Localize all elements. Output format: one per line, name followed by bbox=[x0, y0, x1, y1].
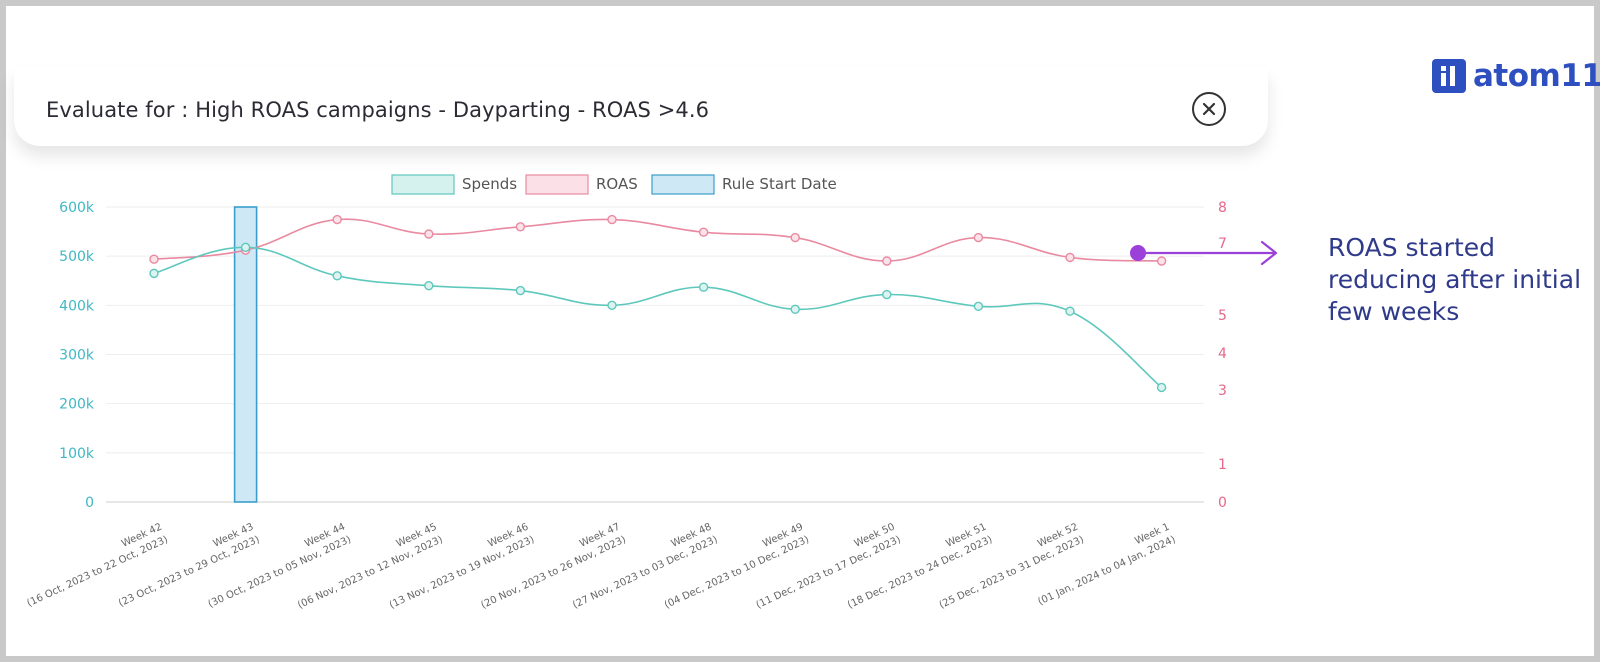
roas-point bbox=[149, 254, 159, 264]
left-axis-tick: 200k bbox=[59, 397, 95, 413]
x-tick-range: (04 Dec, 2023 to 10 Dec, 2023) bbox=[663, 534, 811, 611]
left-axis-tick: 600k bbox=[59, 200, 95, 216]
legend-label: ROAS bbox=[596, 175, 638, 193]
spends-point bbox=[332, 271, 342, 281]
roas-point bbox=[790, 232, 800, 243]
x-tick-range: (06 Nov, 2023 to 12 Nov, 2023) bbox=[296, 534, 445, 611]
roas-point bbox=[1065, 252, 1075, 263]
left-axis-tick: 100k bbox=[59, 446, 95, 462]
spends-point bbox=[515, 285, 526, 296]
roas-annotation: ROAS started reducing after initial few … bbox=[1328, 233, 1582, 326]
right-axis-tick: 4 bbox=[1218, 346, 1227, 362]
right-axis-tick: 7 bbox=[1218, 236, 1227, 252]
x-tick-range: (25 Dec, 2023 to 31 Dec, 2023) bbox=[938, 534, 1086, 611]
spends-point bbox=[607, 300, 617, 311]
left-axis-tick: 0 bbox=[85, 495, 94, 511]
legend-swatch bbox=[525, 174, 589, 195]
legend-swatch bbox=[651, 174, 715, 195]
roas-point bbox=[882, 256, 892, 266]
roas-point bbox=[607, 214, 617, 225]
roas-point bbox=[973, 232, 984, 243]
spends-point bbox=[882, 289, 892, 300]
brand-logo: atom11 bbox=[1432, 56, 1600, 96]
rule-start-bar bbox=[233, 206, 258, 503]
x-tick-range: (11 Dec, 2023 to 17 Dec, 2023) bbox=[754, 534, 902, 611]
x-tick-range: (23 Oct, 2023 to 29 Oct, 2023) bbox=[117, 534, 261, 609]
x-tick-range: (27 Nov, 2023 to 03 Dec, 2023) bbox=[571, 534, 719, 611]
right-axis-tick: 0 bbox=[1218, 495, 1227, 511]
left-axis-tick: 400k bbox=[59, 298, 95, 314]
x-tick-range: (16 Oct, 2023 to 22 Oct, 2023) bbox=[25, 534, 169, 609]
right-axis-tick: 3 bbox=[1218, 383, 1227, 399]
roas-point bbox=[424, 229, 434, 239]
legend-swatch bbox=[391, 174, 455, 195]
brand-name: atom11 bbox=[1473, 58, 1600, 94]
spends-point bbox=[424, 280, 434, 291]
spends-point bbox=[1156, 382, 1167, 393]
x-tick-range: (18 Dec, 2023 to 24 Dec, 2023) bbox=[846, 534, 994, 611]
x-tick-range: (20 Nov, 2023 to 26 Nov, 2023) bbox=[479, 534, 628, 611]
spends-point bbox=[790, 304, 800, 314]
annotation-arrow-head-icon bbox=[1260, 240, 1278, 266]
evaluate-header: Evaluate for : High ROAS campaigns - Day… bbox=[14, 68, 1268, 146]
close-button[interactable] bbox=[1192, 92, 1226, 126]
spends-line bbox=[153, 246, 1163, 389]
spends-point bbox=[973, 301, 984, 312]
logo-mark-icon bbox=[1432, 59, 1466, 93]
left-axis-tick: 300k bbox=[59, 348, 95, 364]
roas-point bbox=[1156, 256, 1167, 266]
legend-label: Rule Start Date bbox=[722, 175, 837, 193]
left-axis-tick: 500k bbox=[59, 249, 95, 265]
roas-point bbox=[698, 227, 709, 237]
roas-point bbox=[332, 214, 342, 225]
spends-point bbox=[698, 282, 709, 292]
legend-label: Spends bbox=[462, 175, 517, 193]
spends-point bbox=[1065, 306, 1075, 316]
screenshot-frame: Evaluate for : High ROAS campaigns - Day… bbox=[6, 6, 1600, 656]
roas-line bbox=[153, 218, 1162, 262]
spends-point bbox=[240, 242, 251, 253]
roas-point bbox=[515, 222, 526, 232]
x-tick-range: (13 Nov, 2023 to 19 Nov, 2023) bbox=[388, 534, 537, 611]
page-title: Evaluate for : High ROAS campaigns - Day… bbox=[46, 98, 710, 122]
right-axis-tick: 5 bbox=[1218, 308, 1227, 324]
close-icon bbox=[1202, 102, 1216, 116]
spends-point bbox=[149, 268, 159, 279]
right-axis-tick: 8 bbox=[1218, 200, 1227, 216]
x-tick-range: (30 Oct, 2023 to 05 Nov, 2023) bbox=[207, 534, 354, 610]
right-axis-tick: 1 bbox=[1218, 457, 1227, 473]
